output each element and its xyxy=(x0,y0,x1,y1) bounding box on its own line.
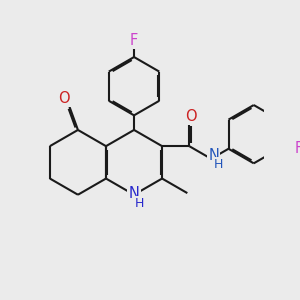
Text: N: N xyxy=(208,148,219,163)
Text: O: O xyxy=(185,109,196,124)
Text: H: H xyxy=(135,197,144,210)
Text: F: F xyxy=(130,33,138,48)
Text: F: F xyxy=(294,141,300,156)
Text: N: N xyxy=(129,186,140,201)
Text: O: O xyxy=(58,91,70,106)
Text: H: H xyxy=(214,158,224,172)
